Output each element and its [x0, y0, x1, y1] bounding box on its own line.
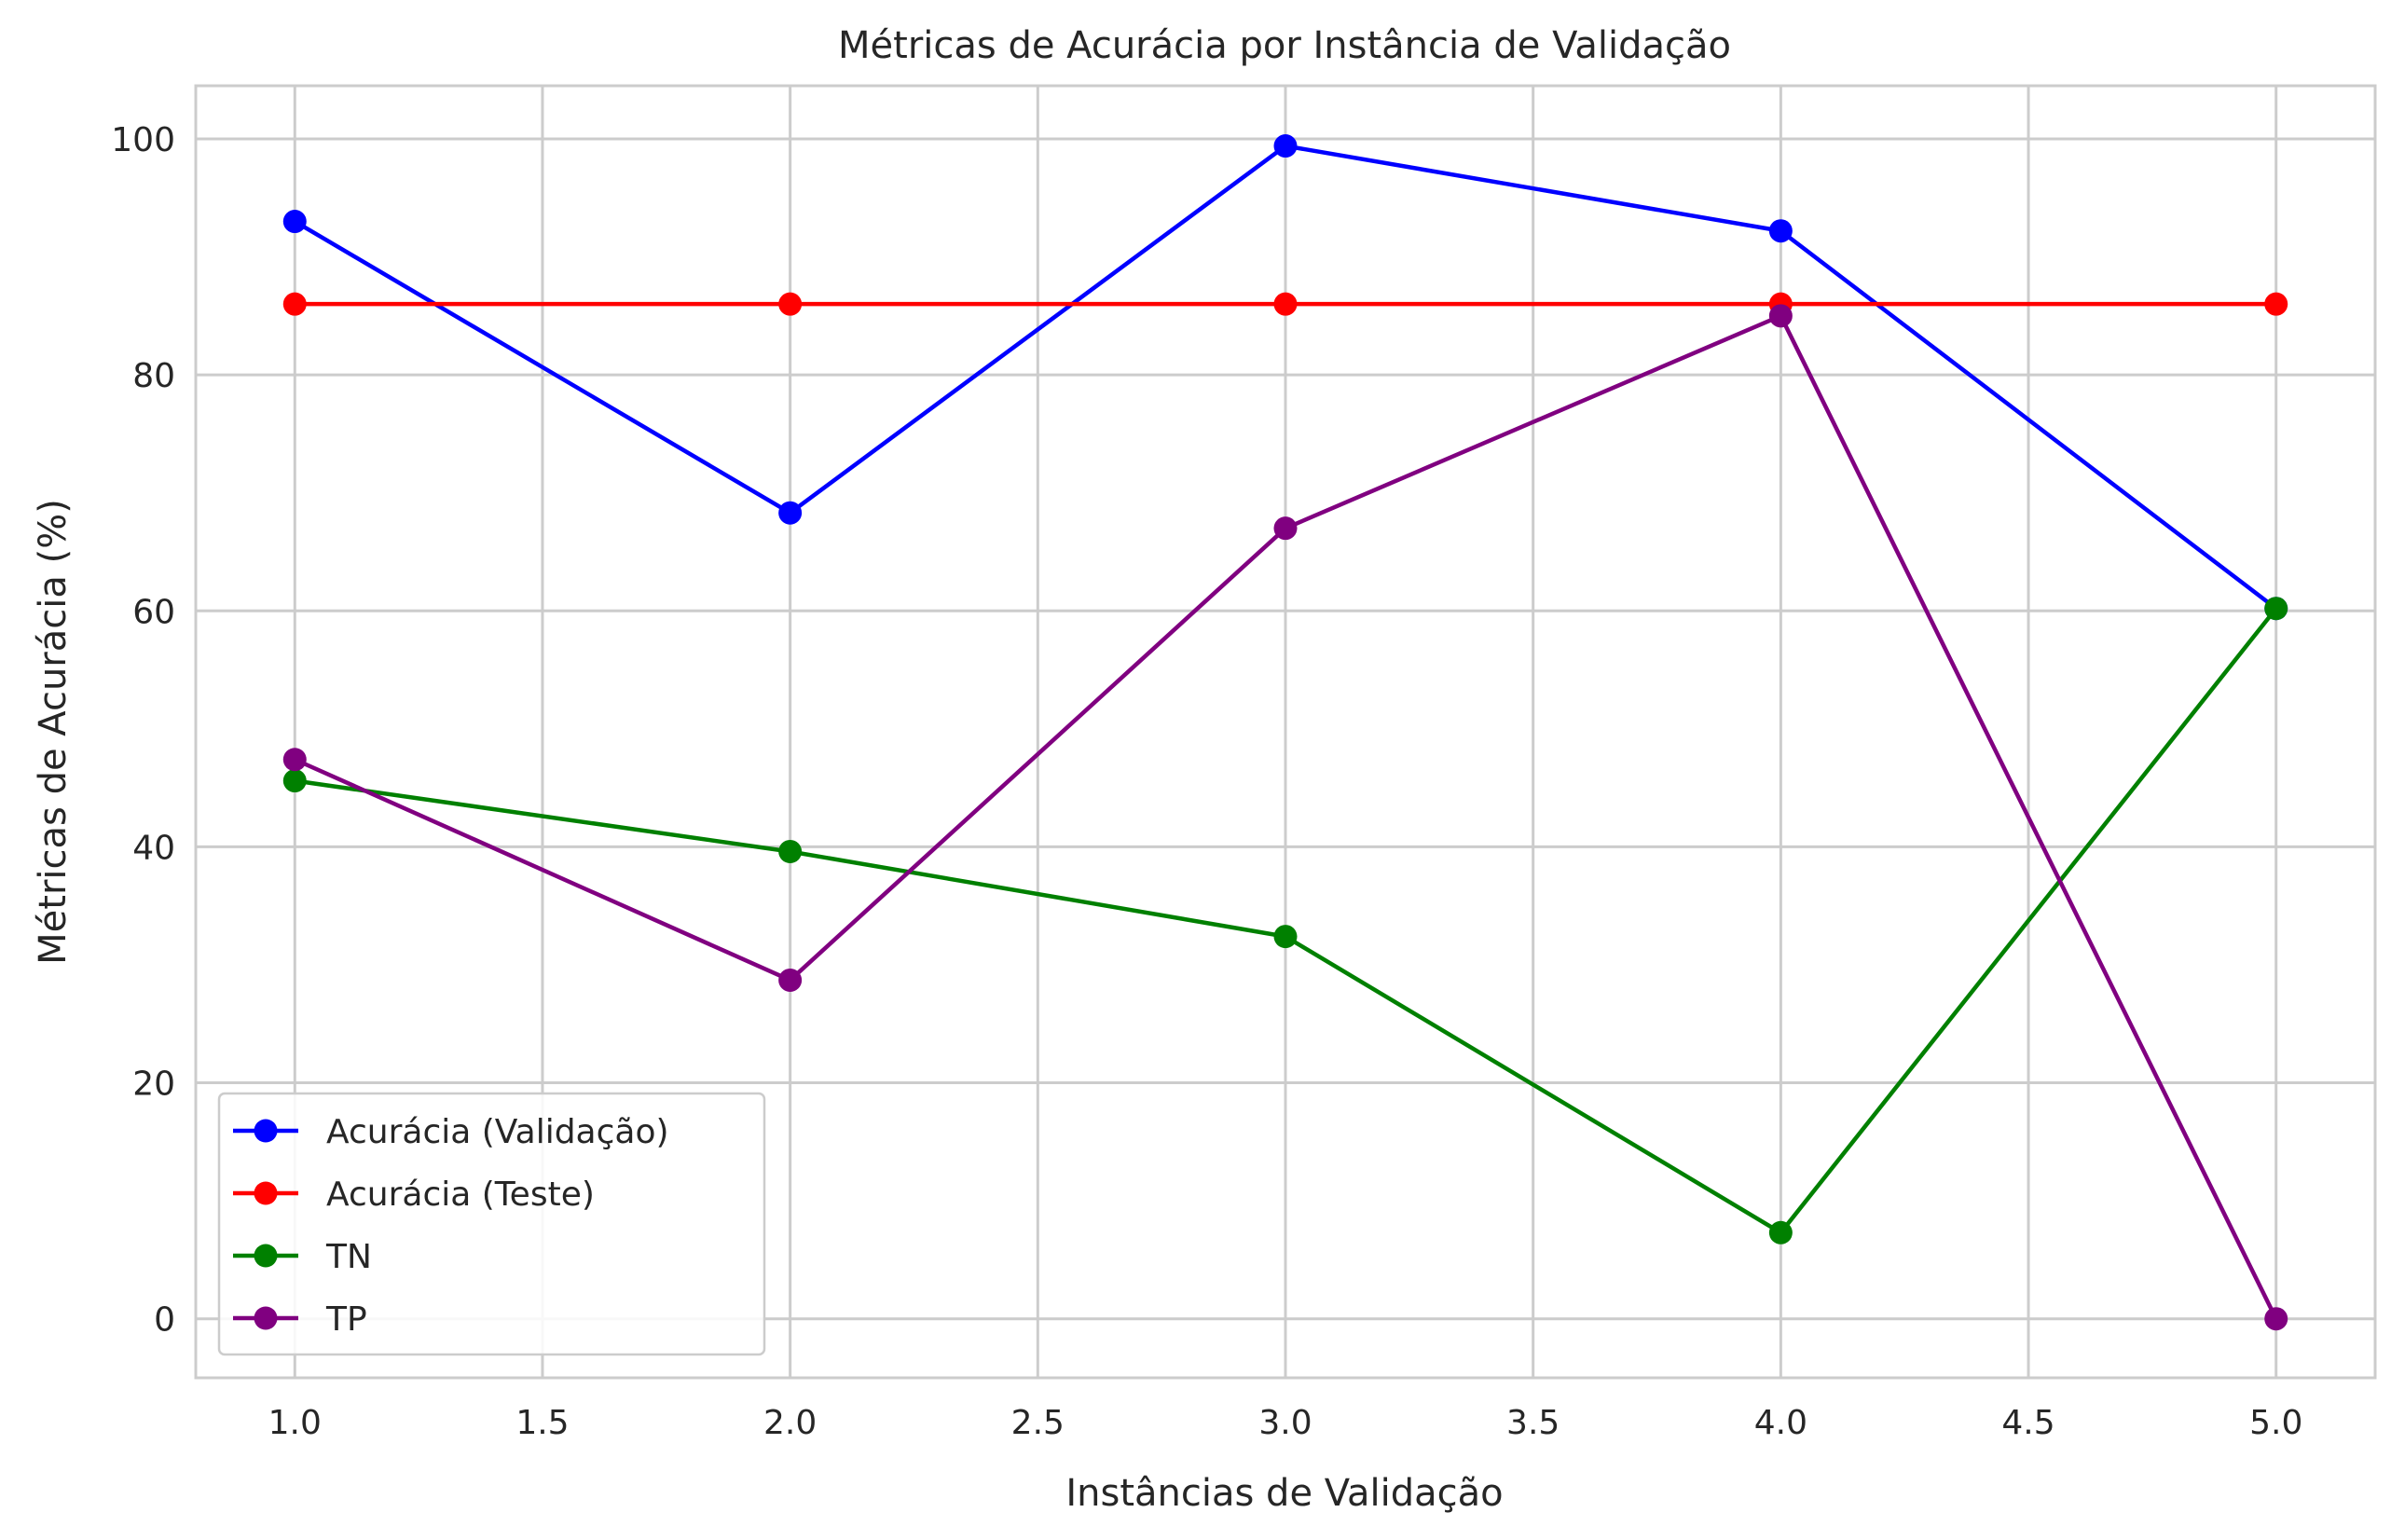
legend-swatch-marker — [254, 1306, 278, 1330]
x-tick-label: 3.0 — [1258, 1404, 1312, 1442]
data-point — [282, 769, 307, 793]
plot-area — [194, 84, 2377, 1380]
data-point — [1273, 516, 1298, 541]
data-point — [2264, 597, 2288, 621]
data-point — [282, 292, 307, 316]
data-point — [1768, 219, 1793, 243]
y-tick-label: 80 — [132, 357, 175, 395]
legend: Acurácia (Validação) Acurácia (Teste) TN TP — [217, 1092, 766, 1356]
data-point — [2264, 292, 2288, 316]
y-axis: 0 20 40 60 80 100 — [111, 121, 175, 1340]
legend-label: TN — [325, 1238, 372, 1276]
x-tick-label: 1.5 — [515, 1404, 569, 1442]
y-tick-label: 0 — [154, 1301, 175, 1340]
data-point — [1273, 925, 1298, 949]
x-tick-label: 1.0 — [268, 1404, 322, 1442]
chart-title: Métricas de Acurácia por Instância de Va… — [838, 24, 1731, 67]
data-point — [282, 210, 307, 234]
x-tick-label: 4.0 — [1754, 1404, 1807, 1442]
data-point — [1273, 134, 1298, 158]
series-layer — [282, 134, 2288, 1331]
legend-item: Acurácia (Teste) — [233, 1176, 595, 1214]
y-tick-label: 40 — [132, 829, 175, 867]
legend-label: TP — [325, 1300, 367, 1339]
grid — [196, 86, 2375, 1378]
legend-swatch-marker — [254, 1181, 278, 1205]
x-tick-label: 5.0 — [2249, 1404, 2302, 1442]
data-point — [1768, 304, 1793, 328]
series-2 — [282, 597, 2288, 1244]
legend-swatch-marker — [254, 1119, 278, 1143]
x-tick-label: 2.0 — [763, 1404, 817, 1442]
data-point — [282, 748, 307, 772]
data-point — [778, 501, 803, 525]
x-tick-label: 3.5 — [1506, 1404, 1560, 1442]
legend-box — [217, 1092, 766, 1356]
data-point — [1768, 1220, 1793, 1244]
x-axis: 1.0 1.5 2.0 2.5 3.0 3.5 4.0 4.5 5.0 — [268, 1404, 2303, 1442]
x-tick-label: 4.5 — [2001, 1404, 2054, 1442]
series-1 — [282, 292, 2288, 316]
legend-item: Acurácia (Validação) — [233, 1113, 669, 1151]
legend-label: Acurácia (Validação) — [326, 1113, 669, 1151]
y-axis-title: Métricas de Acurácia (%) — [32, 499, 75, 965]
data-point — [1273, 292, 1298, 316]
y-tick-label: 20 — [132, 1066, 175, 1104]
legend-item: TN — [233, 1238, 372, 1276]
x-tick-label: 2.5 — [1011, 1404, 1065, 1442]
x-axis-title: Instâncias de Validação — [1065, 1472, 1503, 1515]
data-point — [778, 292, 803, 316]
y-tick-label: 60 — [132, 593, 175, 631]
data-point — [2264, 1307, 2288, 1331]
legend-item: TP — [233, 1300, 367, 1339]
legend-swatch-marker — [254, 1244, 278, 1268]
series-3 — [282, 304, 2288, 1331]
legend-label: Acurácia (Teste) — [326, 1176, 595, 1214]
data-point — [778, 968, 803, 992]
data-point — [778, 839, 803, 863]
y-tick-label: 100 — [111, 121, 175, 159]
